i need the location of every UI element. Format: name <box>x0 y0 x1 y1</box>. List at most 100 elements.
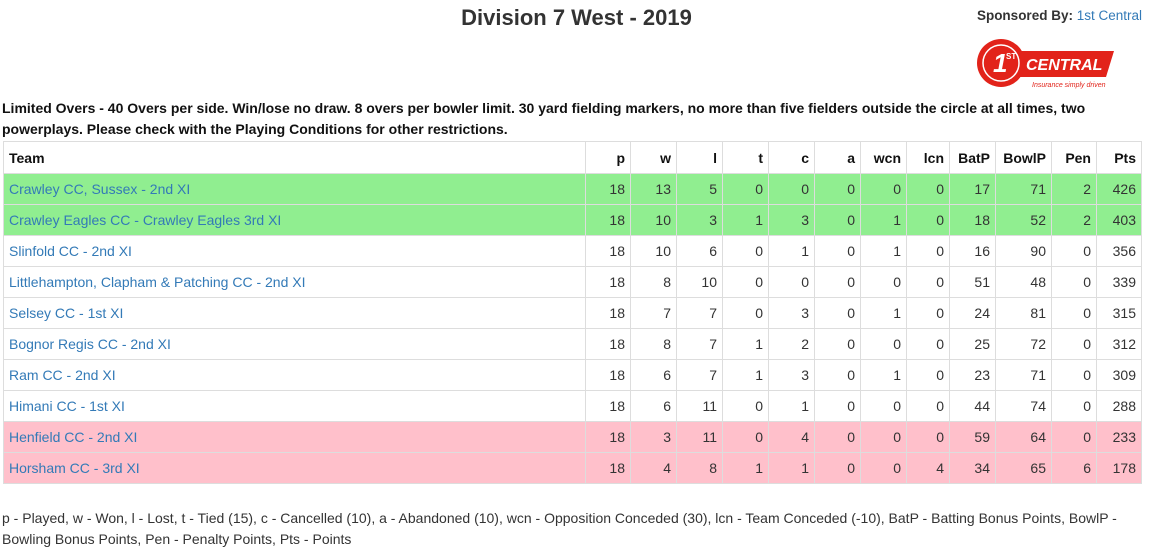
stat-cell-bowlp: 71 <box>995 359 1052 391</box>
col-header-tied[interactable]: t <box>722 141 769 174</box>
sponsor-logo[interactable]: 1 ST CENTRAL Insurance simply driven <box>976 37 1116 91</box>
stat-cell-bowlp: 65 <box>995 452 1052 484</box>
col-header-abandoned[interactable]: a <box>814 141 861 174</box>
table-row: Horsham CC - 3rd XI 18 4 8 1 1 0 0 4 34 65 6 178 <box>3 452 1142 484</box>
logo-superscript: ST <box>1006 52 1016 61</box>
stat-cell-pen: 0 <box>1051 235 1097 267</box>
stat-cell-w: 7 <box>630 297 677 329</box>
team-link[interactable]: Crawley Eagles CC - Crawley Eagles 3rd X… <box>9 212 282 228</box>
team-link[interactable]: Slinfold CC - 2nd XI <box>9 243 132 259</box>
col-header-bowlp[interactable]: BowlP <box>995 141 1052 174</box>
stat-cell-c: 3 <box>768 297 815 329</box>
stat-cell-c: 3 <box>768 204 815 236</box>
team-cell: Horsham CC - 3rd XI <box>3 452 586 484</box>
stat-cell-l: 8 <box>676 452 723 484</box>
stat-cell-l: 11 <box>676 421 723 453</box>
table-row: Crawley Eagles CC - Crawley Eagles 3rd X… <box>3 204 1142 236</box>
stat-cell-l: 10 <box>676 266 723 298</box>
sponsor-link[interactable]: 1st Central <box>1076 8 1142 23</box>
stat-cell-batp: 51 <box>949 266 996 298</box>
table-row: Selsey CC - 1st XI 18 7 7 0 3 0 1 0 24 81 0 315 <box>3 297 1142 329</box>
team-link[interactable]: Littlehampton, Clapham & Patching CC - 2… <box>9 274 306 290</box>
team-cell: Bognor Regis CC - 2nd XI <box>3 328 586 360</box>
stat-cell-a: 0 <box>814 390 861 422</box>
team-link[interactable]: Ram CC - 2nd XI <box>9 367 116 383</box>
stat-cell-wcn: 0 <box>860 173 907 205</box>
stat-cell-w: 6 <box>630 390 677 422</box>
stat-cell-t: 0 <box>722 297 769 329</box>
stat-cell-wcn: 0 <box>860 390 907 422</box>
stat-cell-batp: 24 <box>949 297 996 329</box>
team-link[interactable]: Bognor Regis CC - 2nd XI <box>9 336 171 352</box>
stat-cell-bowlp: 71 <box>995 173 1052 205</box>
stat-cell-pen: 0 <box>1051 297 1097 329</box>
sponsor-label: Sponsored By: <box>976 8 1073 23</box>
col-header-batp[interactable]: BatP <box>949 141 996 174</box>
stat-cell-pts: 233 <box>1096 421 1142 453</box>
col-header-pts[interactable]: Pts <box>1096 141 1142 174</box>
stat-cell-a: 0 <box>814 328 861 360</box>
stat-cell-wcn: 0 <box>860 452 907 484</box>
table-row: Crawley CC, Sussex - 2nd XI 18 13 5 0 0 0 0 0 17 7… <box>3 173 1142 205</box>
stat-cell-c: 0 <box>768 266 815 298</box>
stat-cell-pen: 6 <box>1051 452 1097 484</box>
table-row: Himani CC - 1st XI 18 6 11 0 1 0 0 0 44 74 0 288 <box>3 390 1142 422</box>
team-link[interactable]: Crawley CC, Sussex - 2nd XI <box>9 181 191 197</box>
team-link[interactable]: Henfield CC - 2nd XI <box>9 429 138 445</box>
stat-cell-w: 8 <box>630 266 677 298</box>
stat-cell-l: 11 <box>676 390 723 422</box>
team-cell: Slinfold CC - 2nd XI <box>3 235 586 267</box>
team-link[interactable]: Selsey CC - 1st XI <box>9 305 124 321</box>
stat-cell-batp: 16 <box>949 235 996 267</box>
stat-cell-a: 0 <box>814 266 861 298</box>
logo-number: 1 <box>993 48 1007 78</box>
table-row: Littlehampton, Clapham & Patching CC - 2… <box>3 266 1142 298</box>
stat-cell-pts: 426 <box>1096 173 1142 205</box>
stat-cell-t: 1 <box>722 452 769 484</box>
table-body: Crawley CC, Sussex - 2nd XI 18 13 5 0 0 0 0 0 17 7… <box>3 173 1142 484</box>
stat-cell-wcn: 1 <box>860 235 907 267</box>
col-header-team[interactable]: Team <box>3 141 586 174</box>
stat-cell-lcn: 0 <box>906 328 950 360</box>
stat-cell-batp: 18 <box>949 204 996 236</box>
stat-cell-c: 1 <box>768 452 815 484</box>
stat-cell-batp: 59 <box>949 421 996 453</box>
playing-conditions: Limited Overs - 40 Overs per side. Win/l… <box>2 100 1086 137</box>
stat-cell-a: 0 <box>814 297 861 329</box>
team-cell: Crawley Eagles CC - Crawley Eagles 3rd X… <box>3 204 586 236</box>
col-header-played[interactable]: p <box>585 141 631 174</box>
col-header-wcn[interactable]: wcn <box>860 141 907 174</box>
stat-cell-p: 18 <box>585 235 631 267</box>
col-header-lcn[interactable]: lcn <box>906 141 950 174</box>
stat-cell-batp: 34 <box>949 452 996 484</box>
stat-cell-wcn: 1 <box>860 204 907 236</box>
team-cell: Selsey CC - 1st XI <box>3 297 586 329</box>
stat-cell-bowlp: 74 <box>995 390 1052 422</box>
stat-cell-bowlp: 48 <box>995 266 1052 298</box>
stat-cell-batp: 23 <box>949 359 996 391</box>
stat-cell-t: 0 <box>722 421 769 453</box>
team-link[interactable]: Himani CC - 1st XI <box>9 398 125 414</box>
table-row: Bognor Regis CC - 2nd XI 18 8 7 1 2 0 0 0 25 72 0 31… <box>3 328 1142 360</box>
stat-cell-batp: 17 <box>949 173 996 205</box>
stat-cell-w: 8 <box>630 328 677 360</box>
stat-cell-t: 0 <box>722 173 769 205</box>
stat-cell-pts: 356 <box>1096 235 1142 267</box>
stat-cell-l: 5 <box>676 173 723 205</box>
col-header-won[interactable]: w <box>630 141 677 174</box>
col-header-pen[interactable]: Pen <box>1051 141 1097 174</box>
stat-cell-l: 7 <box>676 328 723 360</box>
team-cell: Himani CC - 1st XI <box>3 390 586 422</box>
team-cell: Ram CC - 2nd XI <box>3 359 586 391</box>
stat-cell-pen: 2 <box>1051 204 1097 236</box>
logo-ring <box>982 44 1020 82</box>
col-header-cancelled[interactable]: c <box>768 141 815 174</box>
stat-cell-lcn: 0 <box>906 390 950 422</box>
stat-cell-c: 0 <box>768 173 815 205</box>
stat-cell-l: 3 <box>676 204 723 236</box>
stat-cell-lcn: 0 <box>906 235 950 267</box>
col-header-lost[interactable]: l <box>676 141 723 174</box>
stat-cell-c: 3 <box>768 359 815 391</box>
stat-cell-a: 0 <box>814 204 861 236</box>
team-link[interactable]: Horsham CC - 3rd XI <box>9 460 140 476</box>
